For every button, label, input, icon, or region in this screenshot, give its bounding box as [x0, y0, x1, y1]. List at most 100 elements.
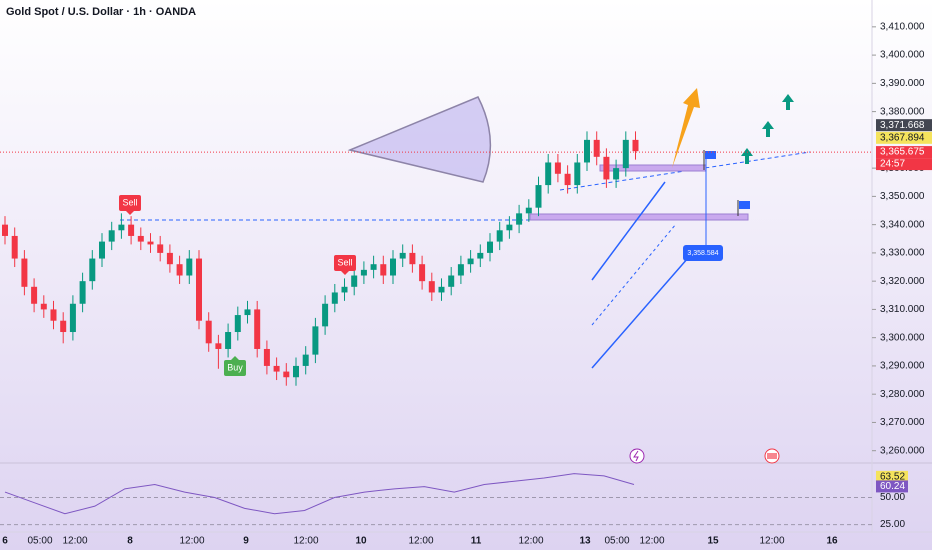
candle-body — [128, 224, 135, 236]
x-tick-label: 12:00 — [759, 536, 784, 547]
candle-body — [147, 241, 154, 245]
candle-body — [137, 235, 144, 242]
candle-body — [118, 224, 125, 231]
measure-badge — [683, 245, 723, 261]
candle-body — [603, 156, 610, 180]
candle-body — [399, 252, 406, 259]
measure-label: 3,358.584 — [687, 250, 718, 257]
candle-body — [244, 309, 251, 316]
y-tick-label: 3,320.000 — [880, 276, 925, 287]
x-tick-label: 8 — [127, 536, 133, 547]
y-tick-label: 3,310.000 — [880, 304, 925, 315]
y-tick-label: 3,260.000 — [880, 445, 925, 456]
candle-body — [322, 303, 329, 327]
y-tick-label: 3,280.000 — [880, 389, 925, 400]
channel-line — [591, 181, 666, 281]
y-tick-label: 3,410.000 — [880, 21, 925, 32]
x-tick-label: 12:00 — [639, 536, 664, 547]
candle-body — [302, 354, 309, 366]
price-badge — [876, 131, 932, 144]
rsi-tick-label: 25.00 — [880, 519, 905, 530]
flag — [703, 150, 716, 170]
candle-body — [31, 286, 38, 304]
signal-label: Buy — [227, 362, 243, 372]
candle-body — [186, 258, 193, 276]
candle-body — [312, 326, 319, 355]
signal-pointer — [231, 356, 239, 360]
candle-body — [99, 241, 105, 259]
channel-line — [591, 257, 689, 369]
candle-body — [234, 315, 241, 333]
rsi-value-label: 63.52 — [880, 471, 905, 482]
flag — [737, 200, 750, 216]
rsi-tick-label: 50.00 — [880, 492, 905, 503]
x-tick-label: 12:00 — [408, 536, 433, 547]
channel-line — [591, 223, 677, 326]
candle-body — [79, 281, 86, 304]
candle-body — [331, 292, 338, 304]
signal-badge — [334, 255, 356, 271]
candle-body — [622, 139, 629, 169]
candle-body — [506, 224, 513, 231]
signal-pointer — [341, 271, 349, 275]
x-tick-label: 12:00 — [179, 536, 204, 547]
candle-body — [457, 264, 464, 276]
triangle-drawing — [347, 96, 492, 183]
candle-body — [215, 343, 222, 349]
candle-body — [60, 320, 67, 333]
candle-body — [554, 162, 561, 174]
candle-body — [273, 365, 280, 372]
x-tick-label: 16 — [826, 536, 838, 547]
event-icon — [629, 448, 645, 464]
x-tick-label: 13 — [579, 536, 591, 547]
chart-title: Gold Spot / U.S. Dollar · 1h · OANDA — [6, 6, 196, 18]
candle-body — [632, 139, 639, 152]
candle-body — [380, 264, 387, 276]
candle-body — [21, 258, 28, 287]
candle-body — [11, 235, 18, 259]
signal-label: Sell — [122, 197, 137, 207]
candle-body — [69, 303, 76, 333]
x-tick-label: 12:00 — [518, 536, 543, 547]
candle-body — [40, 303, 47, 310]
x-tick-label: 15 — [707, 536, 719, 547]
y-tick-label: 3,350.000 — [880, 191, 925, 202]
candle-body — [166, 252, 173, 265]
candle-body — [593, 139, 600, 157]
candle-body — [89, 258, 96, 282]
candle-body — [428, 281, 435, 293]
candle-body — [613, 168, 620, 180]
candle-body — [157, 244, 164, 253]
event-icon — [764, 448, 780, 464]
x-tick-label: 10 — [355, 536, 367, 547]
signal-badge — [224, 360, 246, 376]
candle-body — [341, 286, 348, 293]
candle-body — [176, 264, 183, 276]
y-tick-label: 3,270.000 — [880, 417, 925, 428]
x-tick-label: 05:00 — [604, 536, 629, 547]
candle-body — [50, 309, 57, 321]
rsi-badge — [876, 480, 908, 493]
candle-body — [360, 269, 367, 276]
price-label: 3,367.894 — [880, 132, 925, 143]
x-tick-label: 12:00 — [293, 536, 318, 547]
price-label: 3,371.668 — [880, 120, 925, 131]
price-badge — [876, 146, 932, 159]
y-tick-label: 3,390.000 — [880, 78, 925, 89]
rsi-value-label: 60.24 — [880, 481, 905, 492]
candle-body — [293, 365, 299, 378]
y-tick-label: 3,330.000 — [880, 248, 925, 259]
price-label: 3,365.675 — [880, 147, 925, 158]
candle-body — [225, 332, 232, 349]
candle-body — [564, 173, 571, 186]
candle-body — [390, 258, 396, 276]
candle-body — [409, 252, 416, 265]
candle-body — [370, 264, 377, 270]
y-tick-label: 3,290.000 — [880, 361, 925, 372]
y-tick-label: 3,300.000 — [880, 332, 925, 343]
candle-body — [467, 258, 474, 265]
rsi-badge — [876, 470, 908, 483]
